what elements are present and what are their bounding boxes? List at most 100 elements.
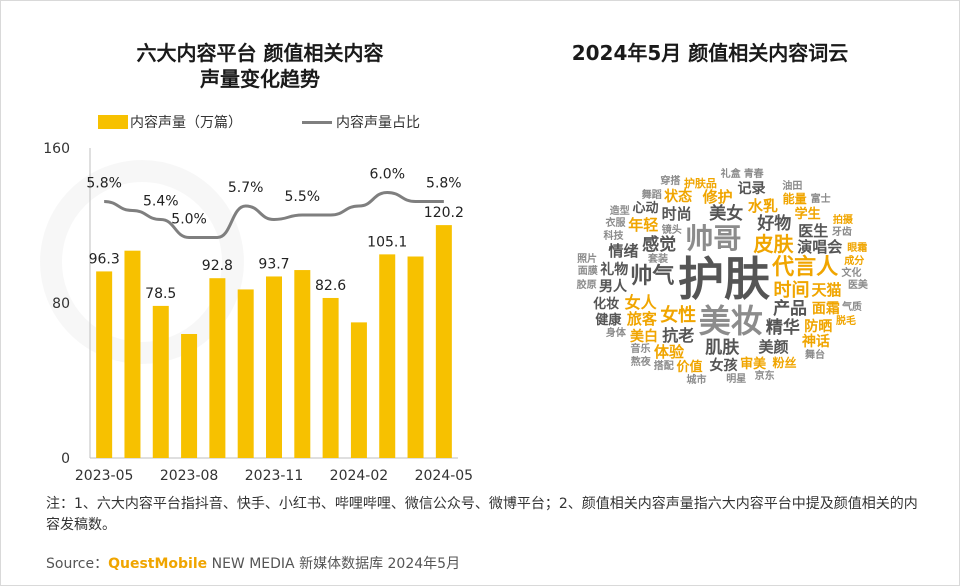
word-cloud: 护肤 美妆 帅哥 代言人 帅气 皮肤 女性 时间 感觉 产品 美女 肌肤 精华 好物 抗老 女人 时尚 美颜 情绪 演… — [515, 130, 935, 440]
word-cloud-word: 照片 — [577, 253, 598, 265]
word-cloud-word: 女孩 — [709, 357, 738, 374]
bar — [407, 256, 424, 458]
y-tick-label: 80 — [52, 296, 70, 312]
word-cloud-word: 美颜 — [758, 338, 789, 357]
word-cloud-word: 状态 — [664, 188, 693, 205]
word-cloud-word: 舞台 — [805, 349, 826, 361]
word-cloud-word: 护肤 — [678, 251, 770, 306]
bar-data-label: 96.3 — [89, 251, 120, 267]
word-cloud-word: 面霜 — [811, 300, 840, 317]
source-label: Source： — [46, 556, 109, 572]
word-cloud-word: 好物 — [757, 213, 792, 234]
word-cloud-word: 礼物 — [600, 261, 629, 278]
line-data-label: 5.5% — [285, 189, 321, 205]
bar-data-label: 93.7 — [258, 256, 289, 272]
word-cloud-word: 代言人 — [772, 254, 839, 280]
source-line: Source：QuestMobile NEW MEDIA 新媒体数据库 2024… — [46, 553, 460, 573]
chart-title-line-2: 声量变化趋势 — [200, 67, 320, 91]
word-cloud-word: 医生 — [798, 221, 829, 240]
bar — [152, 305, 169, 458]
word-cloud-word: 皮肤 — [753, 232, 794, 257]
word-cloud-word: 城市 — [686, 374, 707, 386]
source-brand: QuestMobile — [108, 556, 208, 572]
word-cloud-word: 学生 — [794, 206, 821, 222]
bar — [350, 322, 367, 458]
word-cloud-word: 女性 — [660, 305, 697, 327]
line-data-label: 5.7% — [228, 180, 264, 196]
word-cloud-word: 心动 — [632, 201, 659, 217]
line-data-label: 5.0% — [171, 212, 207, 228]
bar-data-label: 78.5 — [145, 286, 176, 302]
word-cloud-word: 礼盒 — [720, 169, 741, 181]
word-cloud-word: 体验 — [653, 343, 684, 362]
bar — [435, 225, 452, 458]
bar — [237, 289, 254, 458]
line-data-label: 5.8% — [86, 176, 122, 192]
word-cloud-word: 记录 — [737, 181, 766, 198]
word-cloud-word: 镜头 — [661, 224, 682, 236]
x-tick-label: 2024-02 — [330, 468, 389, 484]
word-cloud-word: 美女 — [709, 204, 744, 225]
word-cloud-word: 眼霜 — [847, 243, 868, 255]
word-cloud-word: 穿搭 — [660, 176, 681, 188]
word-cloud-word: 科技 — [603, 230, 624, 242]
legend-line-swatch — [302, 120, 332, 124]
word-cloud-title: 2024年5月 颜值相关内容词云 — [571, 41, 849, 65]
word-cloud-word: 粉丝 — [772, 356, 797, 371]
footnote: 注：1、六大内容平台指抖音、快手、小红书、哔哩哔哩、微信公众号、微博平台；2、颜… — [46, 496, 918, 533]
chart-title: 六大内容平台 颜值相关内容 声量变化趋势 — [70, 40, 450, 92]
bar-data-label: 105.1 — [367, 234, 407, 250]
bar-data-label: 82.6 — [315, 278, 346, 294]
word-cloud-word: 护肤品 — [683, 176, 717, 190]
word-cloud-word: 熬夜 — [630, 356, 651, 368]
word-cloud-word: 天猫 — [811, 281, 842, 300]
bar — [96, 271, 113, 458]
x-tick-label: 2024-05 — [415, 468, 474, 484]
word-cloud-word: 油田 — [782, 180, 803, 192]
word-cloud-word: 套装 — [647, 254, 668, 266]
word-cloud-word: 明星 — [726, 373, 747, 385]
word-cloud-word: 医美 — [847, 279, 868, 291]
bar — [181, 334, 198, 458]
x-tick-label: 2023-11 — [245, 468, 304, 484]
line-data-label: 6.0% — [369, 167, 405, 183]
word-cloud-word: 时间 — [773, 280, 810, 302]
word-cloud-word: 衣服 — [605, 218, 626, 230]
legend-line-label: 内容声量占比 — [336, 115, 420, 131]
legend-item-line: 内容声量占比 — [302, 112, 420, 132]
word-cloud-word: 肌肤 — [705, 337, 740, 358]
y-tick-label: 0 — [61, 451, 70, 467]
word-cloud-word: 舞蹈 — [641, 189, 662, 201]
word-cloud-word: 化妆 — [593, 296, 620, 312]
word-cloud-word: 演唱会 — [797, 237, 843, 256]
word-cloud-word: 健康 — [595, 312, 622, 328]
share-line — [104, 190, 444, 239]
word-cloud-word: 面膜 — [577, 266, 598, 278]
bar — [379, 254, 396, 458]
word-cloud-word: 成分 — [844, 256, 865, 268]
word-cloud-word: 身体 — [605, 328, 626, 340]
word-cloud-word: 帅哥 — [685, 221, 742, 255]
bar-data-label: 120.2 — [424, 205, 464, 221]
legend-bar-label: 内容声量（万篇） — [130, 115, 242, 131]
bar — [209, 278, 226, 458]
word-cloud-word: 情绪 — [608, 241, 639, 260]
word-cloud-word: 神话 — [801, 334, 830, 351]
bar — [266, 276, 282, 458]
word-cloud-word: 气质 — [841, 301, 862, 313]
word-cloud-word: 美白 — [629, 328, 658, 345]
word-cloud-word: 水乳 — [747, 197, 778, 216]
word-cloud-word: 音乐 — [630, 344, 651, 356]
word-cloud-word: 女人 — [624, 292, 657, 312]
word-cloud-word: 造型 — [609, 205, 630, 217]
word-cloud-word: 感觉 — [642, 235, 677, 256]
word-cloud-word: 精华 — [765, 317, 800, 338]
bar-data-label: 92.8 — [202, 258, 233, 274]
line-data-label: 5.8% — [426, 176, 462, 192]
word-cloud-word: 美妆 — [698, 301, 763, 340]
word-cloud-word: 青春 — [743, 169, 764, 181]
word-cloud-word: 脱毛 — [836, 316, 857, 328]
bar-line-chart: 0 80 160 96.3 78.5 92.8 93.7 82.6 105.1 120.2 5.8%… — [43, 141, 474, 484]
word-cloud-word: 审美 — [740, 357, 767, 373]
word-cloud-word: 修护 — [702, 187, 733, 206]
